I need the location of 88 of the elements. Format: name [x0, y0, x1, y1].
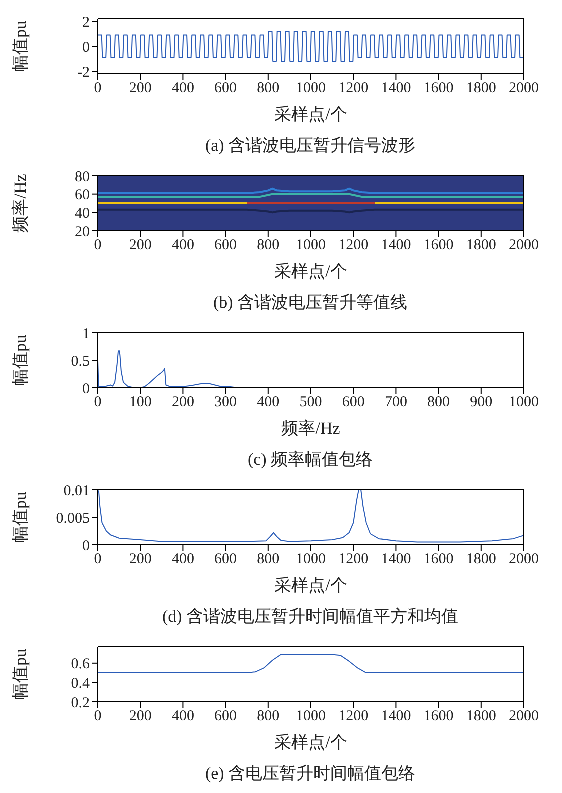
x-tick-label: 1800: [466, 708, 496, 725]
x-tick-label: 1400: [381, 708, 412, 725]
x-tick-label: 400: [172, 80, 194, 97]
x-tick-label: 600: [214, 238, 238, 254]
y-tick-label: -2: [78, 64, 90, 81]
x-tick-label: 1000: [296, 238, 326, 254]
x-tick-label: 1000: [296, 80, 326, 97]
x-tick-label: 1800: [466, 552, 496, 568]
x-tick-label: 600: [214, 708, 238, 725]
text: (d) 含谐波电压暂升时间幅值平方和均值: [161, 606, 460, 628]
x-axis-title: 采样点/个: [274, 733, 348, 752]
x-tick-label: 1200: [338, 238, 369, 254]
x-tick-label: 1200: [338, 80, 369, 97]
x-tick-label: 200: [172, 394, 194, 411]
x-tick-label: 2000: [509, 552, 539, 568]
x-tick-label: 0: [94, 708, 102, 725]
x-tick-label: 800: [257, 238, 280, 254]
x-tick-label: 300: [214, 394, 238, 411]
x-tick-label: 1400: [381, 552, 412, 568]
y-tick-label: 0.6: [71, 656, 90, 673]
y-tick-label: 60: [75, 188, 90, 204]
x-tick-label: 400: [257, 394, 280, 411]
y-tick-label: 0: [82, 40, 90, 56]
x-tick-label: 200: [129, 80, 152, 97]
x-tick-label: 100: [129, 394, 152, 411]
x-tick-label: 2000: [509, 80, 539, 97]
x-tick-label: 0: [94, 552, 102, 568]
x-tick-label: 1000: [509, 394, 539, 411]
x-tick-label: 0: [94, 80, 102, 97]
x-tick-label: 800: [257, 80, 280, 97]
y-axis-title: 频率/Hz: [11, 174, 30, 233]
x-tick-label: 1600: [424, 238, 454, 254]
x-tick-label: 400: [172, 708, 194, 725]
x-axis-title: 采样点/个: [274, 105, 348, 124]
x-tick-label: 0: [94, 238, 102, 254]
y-tick-label: 0.005: [56, 510, 90, 527]
y-axis-title: 幅值pu: [11, 20, 30, 72]
text: (c) 频率幅值包络: [246, 449, 374, 471]
y-axis-title: 幅值pu: [11, 648, 30, 700]
x-axis-title: 采样点/个: [274, 262, 348, 281]
x-tick-label: 2000: [509, 238, 539, 254]
x-tick-label: 800: [428, 394, 450, 411]
x-tick-label: 800: [257, 552, 280, 568]
x-tick-label: 0: [94, 394, 102, 411]
y-tick-label: 40: [75, 206, 90, 222]
text: (b) 含谐波电压暂升等值线: [212, 292, 409, 314]
y-tick-label: 0: [82, 381, 90, 398]
x-tick-label: 500: [300, 394, 322, 411]
y-tick-label: 2: [82, 14, 90, 31]
x-tick-label: 1600: [424, 80, 454, 97]
y-tick-label: 0.2: [71, 695, 90, 712]
x-tick-label: 2000: [509, 708, 539, 725]
x-tick-label: 1200: [338, 552, 369, 568]
x-tick-label: 400: [172, 238, 194, 254]
y-tick-label: 0.01: [64, 483, 90, 500]
x-tick-label: 1800: [466, 238, 496, 254]
x-axis-title: 采样点/个: [274, 576, 348, 595]
y-tick-label: 0: [82, 538, 90, 554]
x-tick-label: 200: [129, 238, 152, 254]
x-tick-label: 1800: [466, 80, 496, 97]
x-tick-label: 800: [257, 708, 280, 725]
y-axis-title: 幅值pu: [11, 492, 30, 543]
x-tick-label: 200: [129, 552, 152, 568]
x-tick-label: 1600: [424, 708, 454, 725]
y-tick-label: 0.4: [71, 676, 90, 692]
line-series: [98, 654, 524, 674]
line-series: [98, 31, 524, 62]
x-tick-label: 700: [384, 394, 408, 411]
x-tick-label: 200: [129, 708, 152, 725]
x-tick-label: 1200: [338, 708, 369, 725]
x-tick-label: 1000: [296, 552, 326, 568]
text: (a) 含谐波电压暂升信号波形: [204, 135, 417, 157]
text: (e) 含电压暂升时间幅值包络: [204, 763, 417, 785]
y-tick-label: 0.5: [71, 354, 90, 370]
x-tick-label: 600: [342, 394, 365, 411]
x-tick-label: 600: [214, 552, 238, 568]
x-tick-label: 1000: [296, 708, 326, 725]
x-axis-title: 频率/Hz: [282, 419, 341, 438]
x-tick-label: 1600: [424, 552, 454, 568]
x-tick-label: 900: [470, 394, 493, 411]
x-tick-label: 400: [172, 552, 194, 568]
x-tick-label: 1400: [381, 238, 412, 254]
y-axis-title: 幅值pu: [11, 334, 30, 386]
y-tick-label: 1: [82, 326, 90, 342]
y-tick-label: 20: [75, 224, 90, 240]
x-tick-label: 1400: [381, 80, 412, 97]
y-tick-label: 80: [75, 169, 90, 186]
x-tick-label: 600: [214, 80, 238, 97]
